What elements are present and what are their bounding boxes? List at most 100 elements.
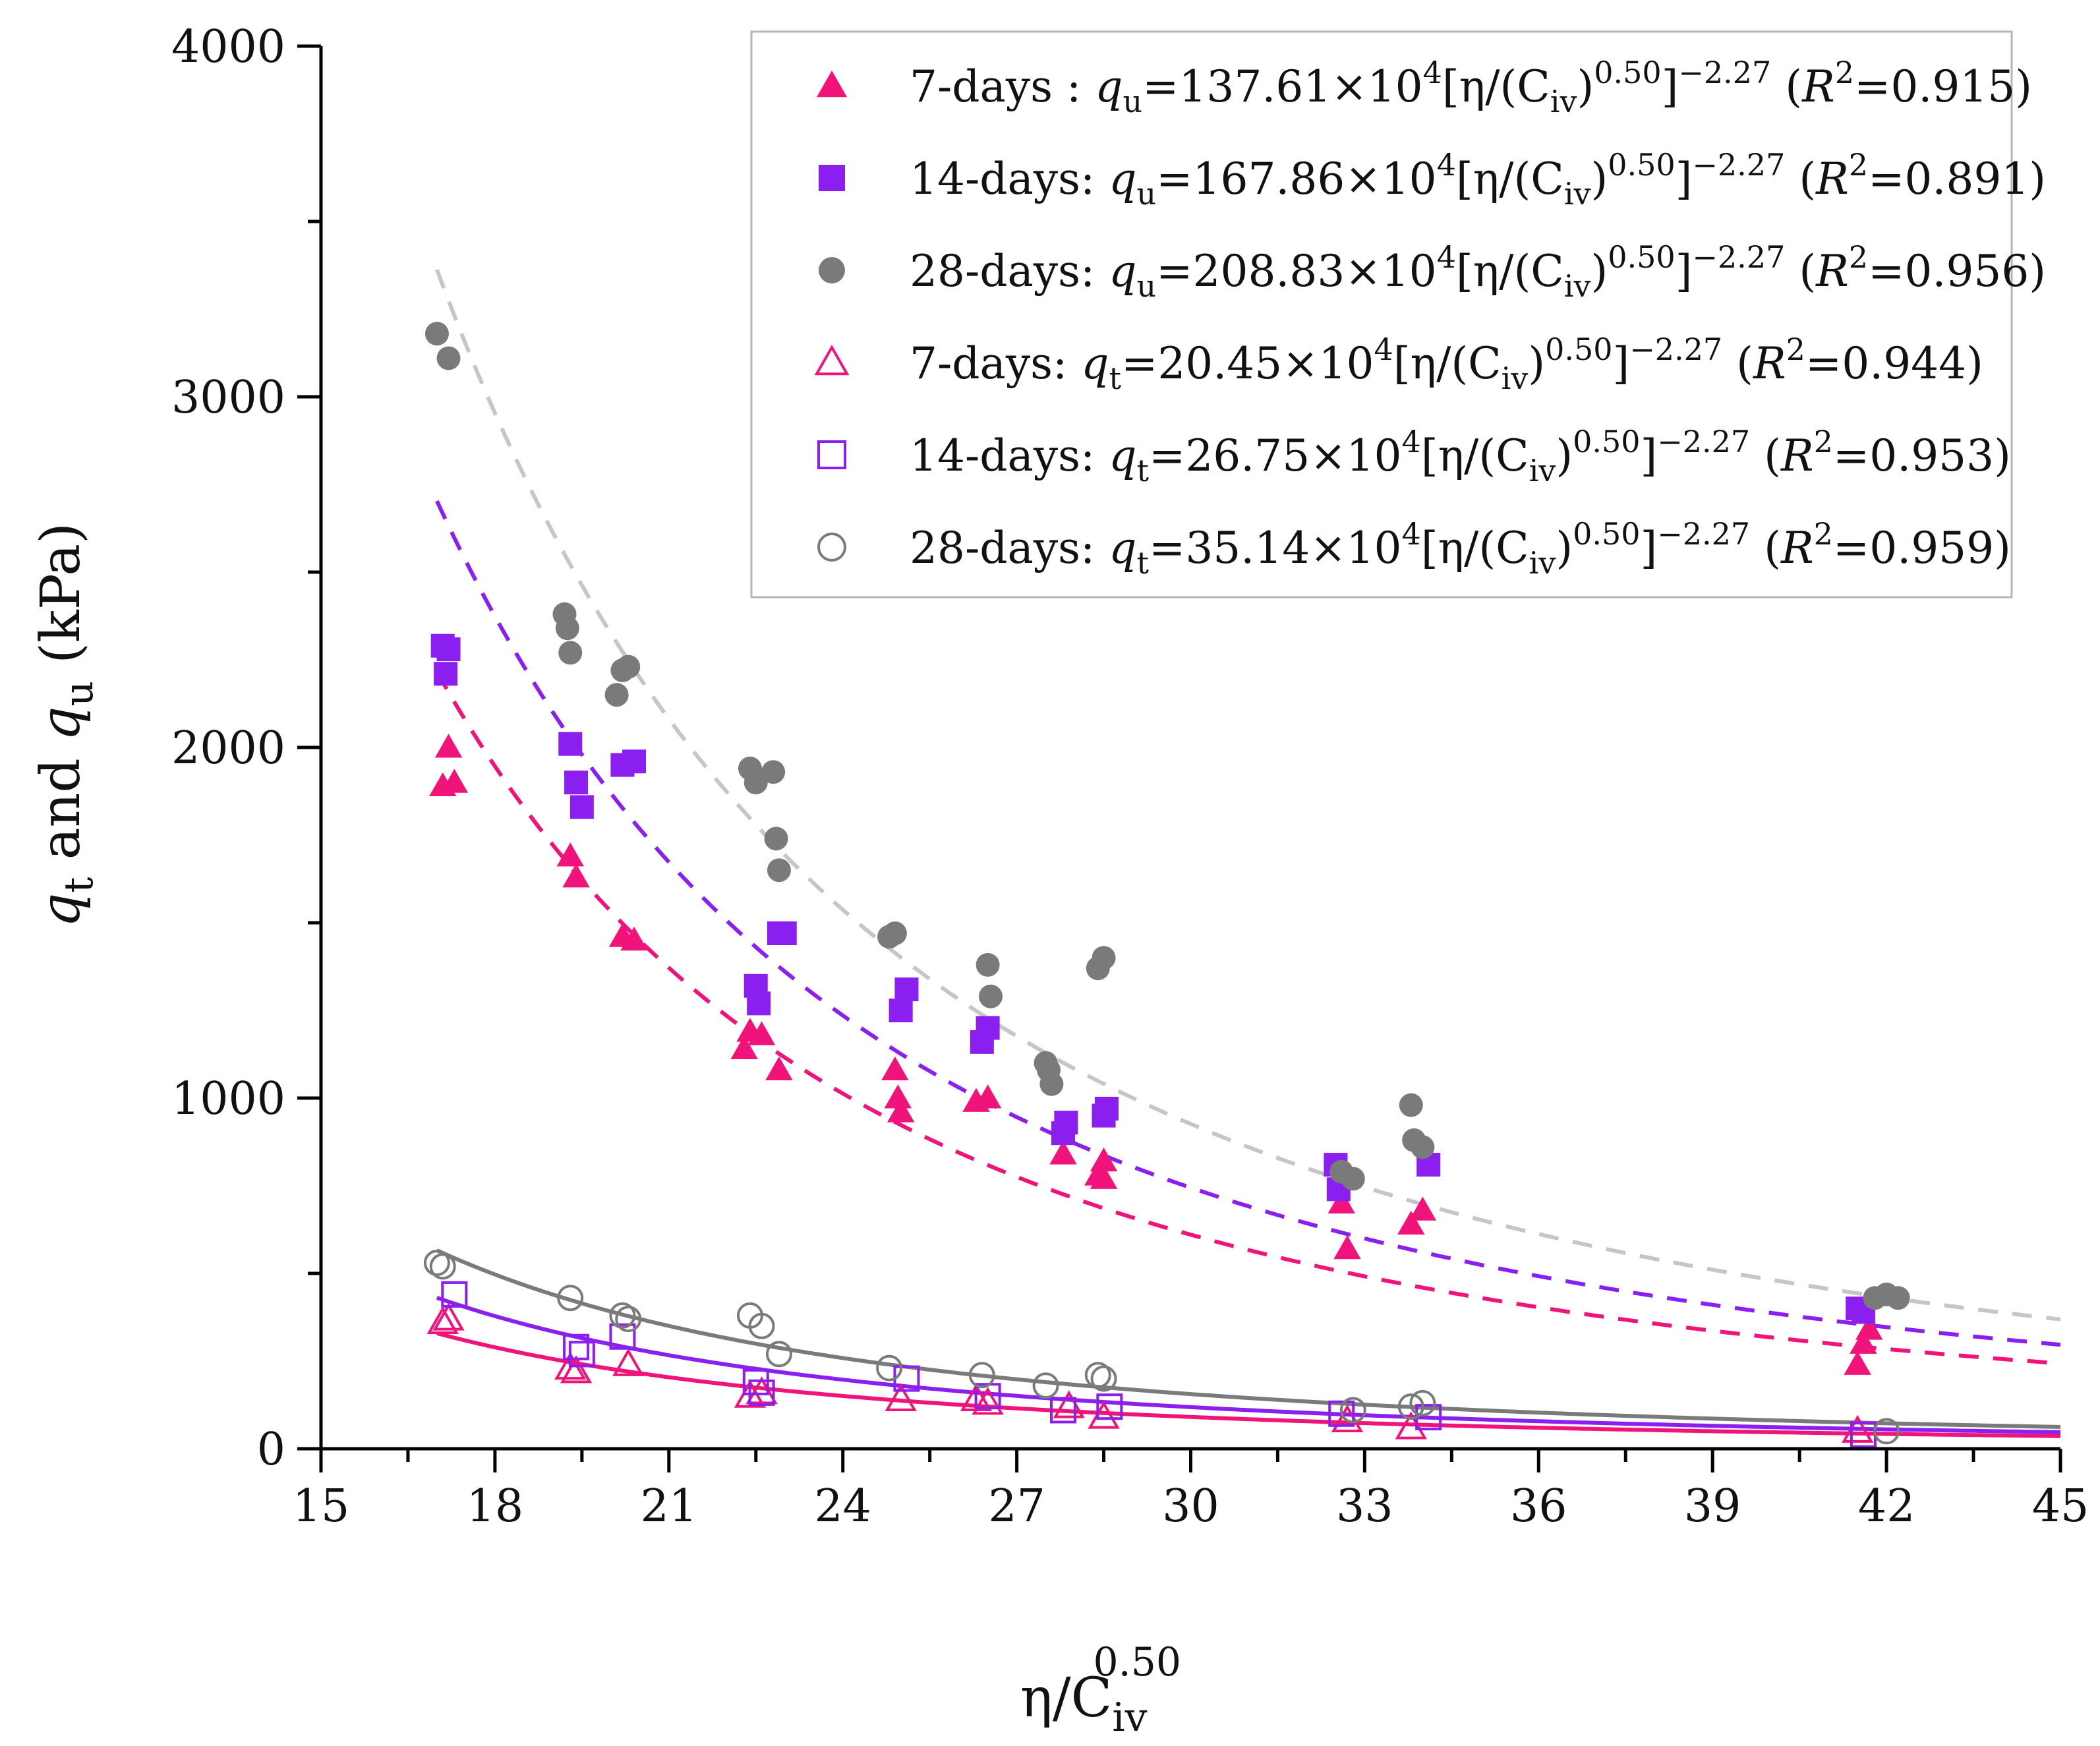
data-point-28-days-qu [555,616,579,641]
data-point-7-days-qu [440,769,469,793]
fit-curve-14-days-qt [436,1296,2061,1434]
data-point-28-days-qu [761,760,786,784]
y-tick-label: 4000 [171,21,285,73]
data-point-14-days-qt [563,1333,590,1360]
data-point-28-days-qu [1886,1286,1910,1310]
axes [297,44,2062,1472]
data-point-14-days-qu [889,999,913,1022]
data-point-7-days-qu [765,1056,793,1080]
data-point-7-days-qu [1090,1148,1118,1172]
data-point-7-days-qu [730,1035,758,1060]
fit-curve-28-days-qu [435,269,2061,1322]
data-point-7-days-qu [1049,1140,1077,1165]
data-point-28-days-qt [1873,1418,1900,1445]
data-point-28-days-qu [764,827,788,851]
data-point-7-days-qu [881,1056,909,1080]
data-point-14-days-qu [436,637,461,662]
x-tick-label: 21 [641,1480,698,1532]
data-point-7-days-qu [1333,1235,1361,1260]
data-point-7-days-qu [434,734,463,758]
legend-entry: 14-days: qt=26.75×104[η/(Civ)0.50]−2.27 … [910,424,2011,488]
y-tick-label: 1000 [171,1073,285,1125]
data-point-7-days-qu [747,1021,776,1045]
data-point-7-days-qu [1327,1189,1355,1214]
data-point-28-days-qt [429,1253,456,1280]
data-point-28-days-qt [765,1341,792,1368]
data-point-28-days-qu [604,683,629,707]
data-point-14-days-qt [441,1281,468,1308]
data-point-28-days-qt [1032,1372,1059,1399]
data-points [423,322,1910,1448]
legend-marker [817,440,846,469]
legend-box [750,30,2013,598]
x-tick-label: 15 [293,1480,350,1532]
data-point-7-days-qu [562,863,590,888]
data-point-7-days-qu [1855,1316,1883,1340]
data-point-28-days-qt [609,1302,636,1329]
x-tick-label: 39 [1684,1480,1741,1532]
data-point-28-days-qt [1397,1393,1424,1420]
data-point-14-days-qt [742,1368,769,1395]
data-point-14-days-qu [434,662,458,686]
data-point-14-days-qt [1096,1393,1123,1420]
data-point-28-days-qu [767,858,791,883]
legend-entry: 7-days: qt=20.45×104[η/(Civ)0.50]−2.27 (… [910,332,1983,396]
legend-marker [819,257,845,283]
data-point-28-days-qu [616,655,641,679]
data-point-28-days-qu [1411,1135,1435,1159]
data-point-28-days-qu [424,322,449,346]
data-point-28-days-qt [1090,1365,1117,1392]
data-point-28-days-qu [1039,1072,1064,1096]
data-point-14-days-qt [748,1379,775,1406]
data-point-7-days-qu [1850,1329,1877,1354]
data-point-14-days-qu [622,749,647,774]
fit-curves [435,269,2061,1438]
data-point-28-days-qu [883,921,907,945]
data-point-7-days-qu [1090,1165,1118,1189]
y-tick-label: 2000 [171,722,285,774]
tick-labels: 15 18 21 24 27 30 33 36 39 42 45 0 1000 2000 3000 4000 [171,21,2089,1532]
data-point-7-days-qu [887,1098,915,1122]
data-point-14-days-qt [568,1341,595,1368]
data-point-7-days-qt [885,1383,917,1412]
data-point-7-days-qu [556,842,584,867]
data-point-14-days-qu [976,1016,1000,1040]
legend-marker [817,533,846,562]
data-point-7-days-qu [884,1084,912,1109]
data-point-28-days-qu [436,346,461,370]
x-axis-title: η/Civ0.50 [1020,1639,1181,1741]
fit-curve-14-days-qu [435,500,2061,1347]
y-tick-label: 3000 [171,372,285,424]
x-tick-label: 45 [2032,1480,2089,1532]
data-point-14-days-qu [894,977,919,1002]
data-point-7-days-qt [426,1306,459,1335]
data-point-28-days-qt [1084,1362,1111,1389]
data-point-7-days-qu [974,1084,1002,1109]
x-tick-label: 42 [1858,1480,1915,1532]
data-point-28-days-qu [558,641,583,665]
data-point-14-days-qt [1328,1400,1355,1427]
y-axis-title: qt and qu (kPa) [30,523,102,927]
data-point-28-days-qt [876,1354,903,1382]
x-tick-label: 24 [814,1480,871,1532]
data-point-28-days-qu [1399,1093,1423,1117]
data-point-14-days-qu [564,771,589,795]
fit-curve-7-days-qu [435,670,2061,1366]
legend-entry: 28-days: qu=208.83×104[η/(Civ)0.50]−2.27… [910,239,2046,304]
data-point-7-days-qu [620,926,648,951]
data-point-14-days-qu [1094,1096,1119,1120]
x-tick-label: 36 [1510,1480,1567,1532]
fit-curve-28-days-qt [436,1248,2061,1429]
x-tick-label: 27 [988,1480,1045,1532]
data-point-14-days-qu [1054,1111,1078,1135]
data-point-14-days-qt [1049,1397,1076,1424]
x-tick-label: 30 [1162,1480,1219,1532]
data-point-28-days-qu [1092,946,1116,970]
data-point-7-days-qu [1397,1210,1425,1235]
data-point-7-days-qt [560,1355,593,1383]
data-point-28-days-qu [1341,1167,1365,1191]
data-point-7-days-qt [612,1348,645,1376]
legend-marker [814,344,850,376]
data-point-28-days-qt [968,1362,995,1389]
